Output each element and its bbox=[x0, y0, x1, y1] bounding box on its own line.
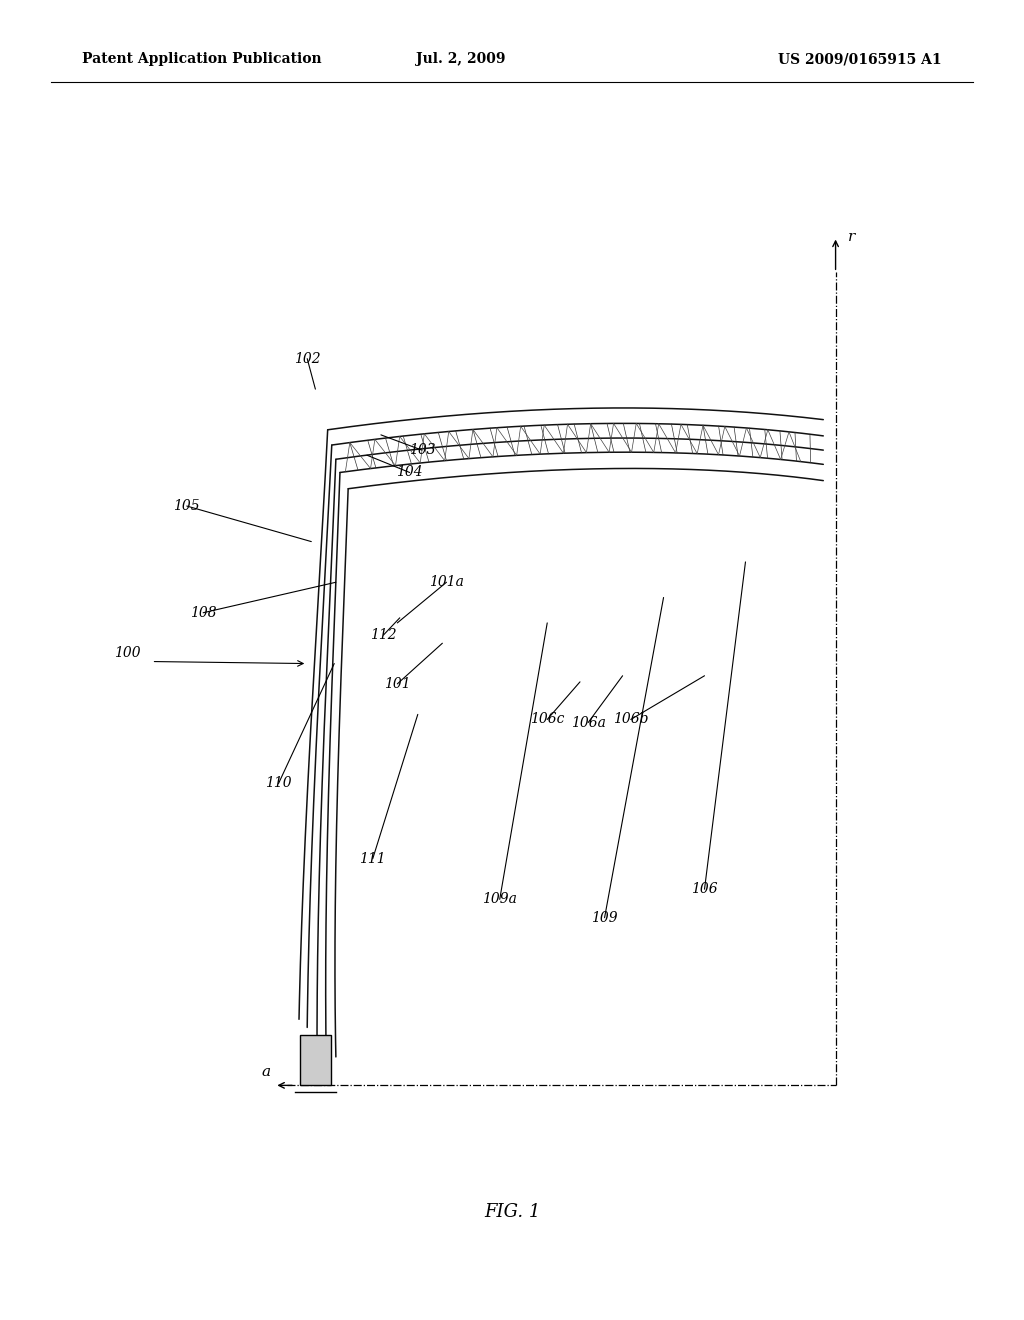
Text: a: a bbox=[262, 1065, 270, 1078]
Text: 109a: 109a bbox=[482, 892, 517, 907]
Text: 100: 100 bbox=[114, 647, 140, 660]
Text: 104: 104 bbox=[396, 466, 423, 479]
Text: 102: 102 bbox=[294, 351, 321, 366]
Text: 111: 111 bbox=[359, 851, 386, 866]
Text: 101: 101 bbox=[384, 677, 411, 690]
Text: 108: 108 bbox=[189, 606, 216, 620]
Text: 109: 109 bbox=[591, 911, 617, 925]
Bar bbox=[300, 1035, 331, 1085]
Text: 106: 106 bbox=[691, 882, 718, 896]
Text: Jul. 2, 2009: Jul. 2, 2009 bbox=[416, 53, 506, 66]
Text: 106b: 106b bbox=[613, 713, 648, 726]
Text: US 2009/0165915 A1: US 2009/0165915 A1 bbox=[778, 53, 942, 66]
Text: 110: 110 bbox=[265, 776, 292, 791]
Text: Patent Application Publication: Patent Application Publication bbox=[82, 53, 322, 66]
Text: 106c: 106c bbox=[530, 713, 564, 726]
Text: FIG. 1: FIG. 1 bbox=[483, 1203, 541, 1221]
Text: 105: 105 bbox=[173, 499, 200, 513]
Text: 103: 103 bbox=[409, 444, 435, 457]
Text: r: r bbox=[848, 230, 855, 244]
Text: 101a: 101a bbox=[429, 576, 464, 589]
Text: 106a: 106a bbox=[570, 715, 605, 730]
Text: 112: 112 bbox=[370, 628, 396, 642]
